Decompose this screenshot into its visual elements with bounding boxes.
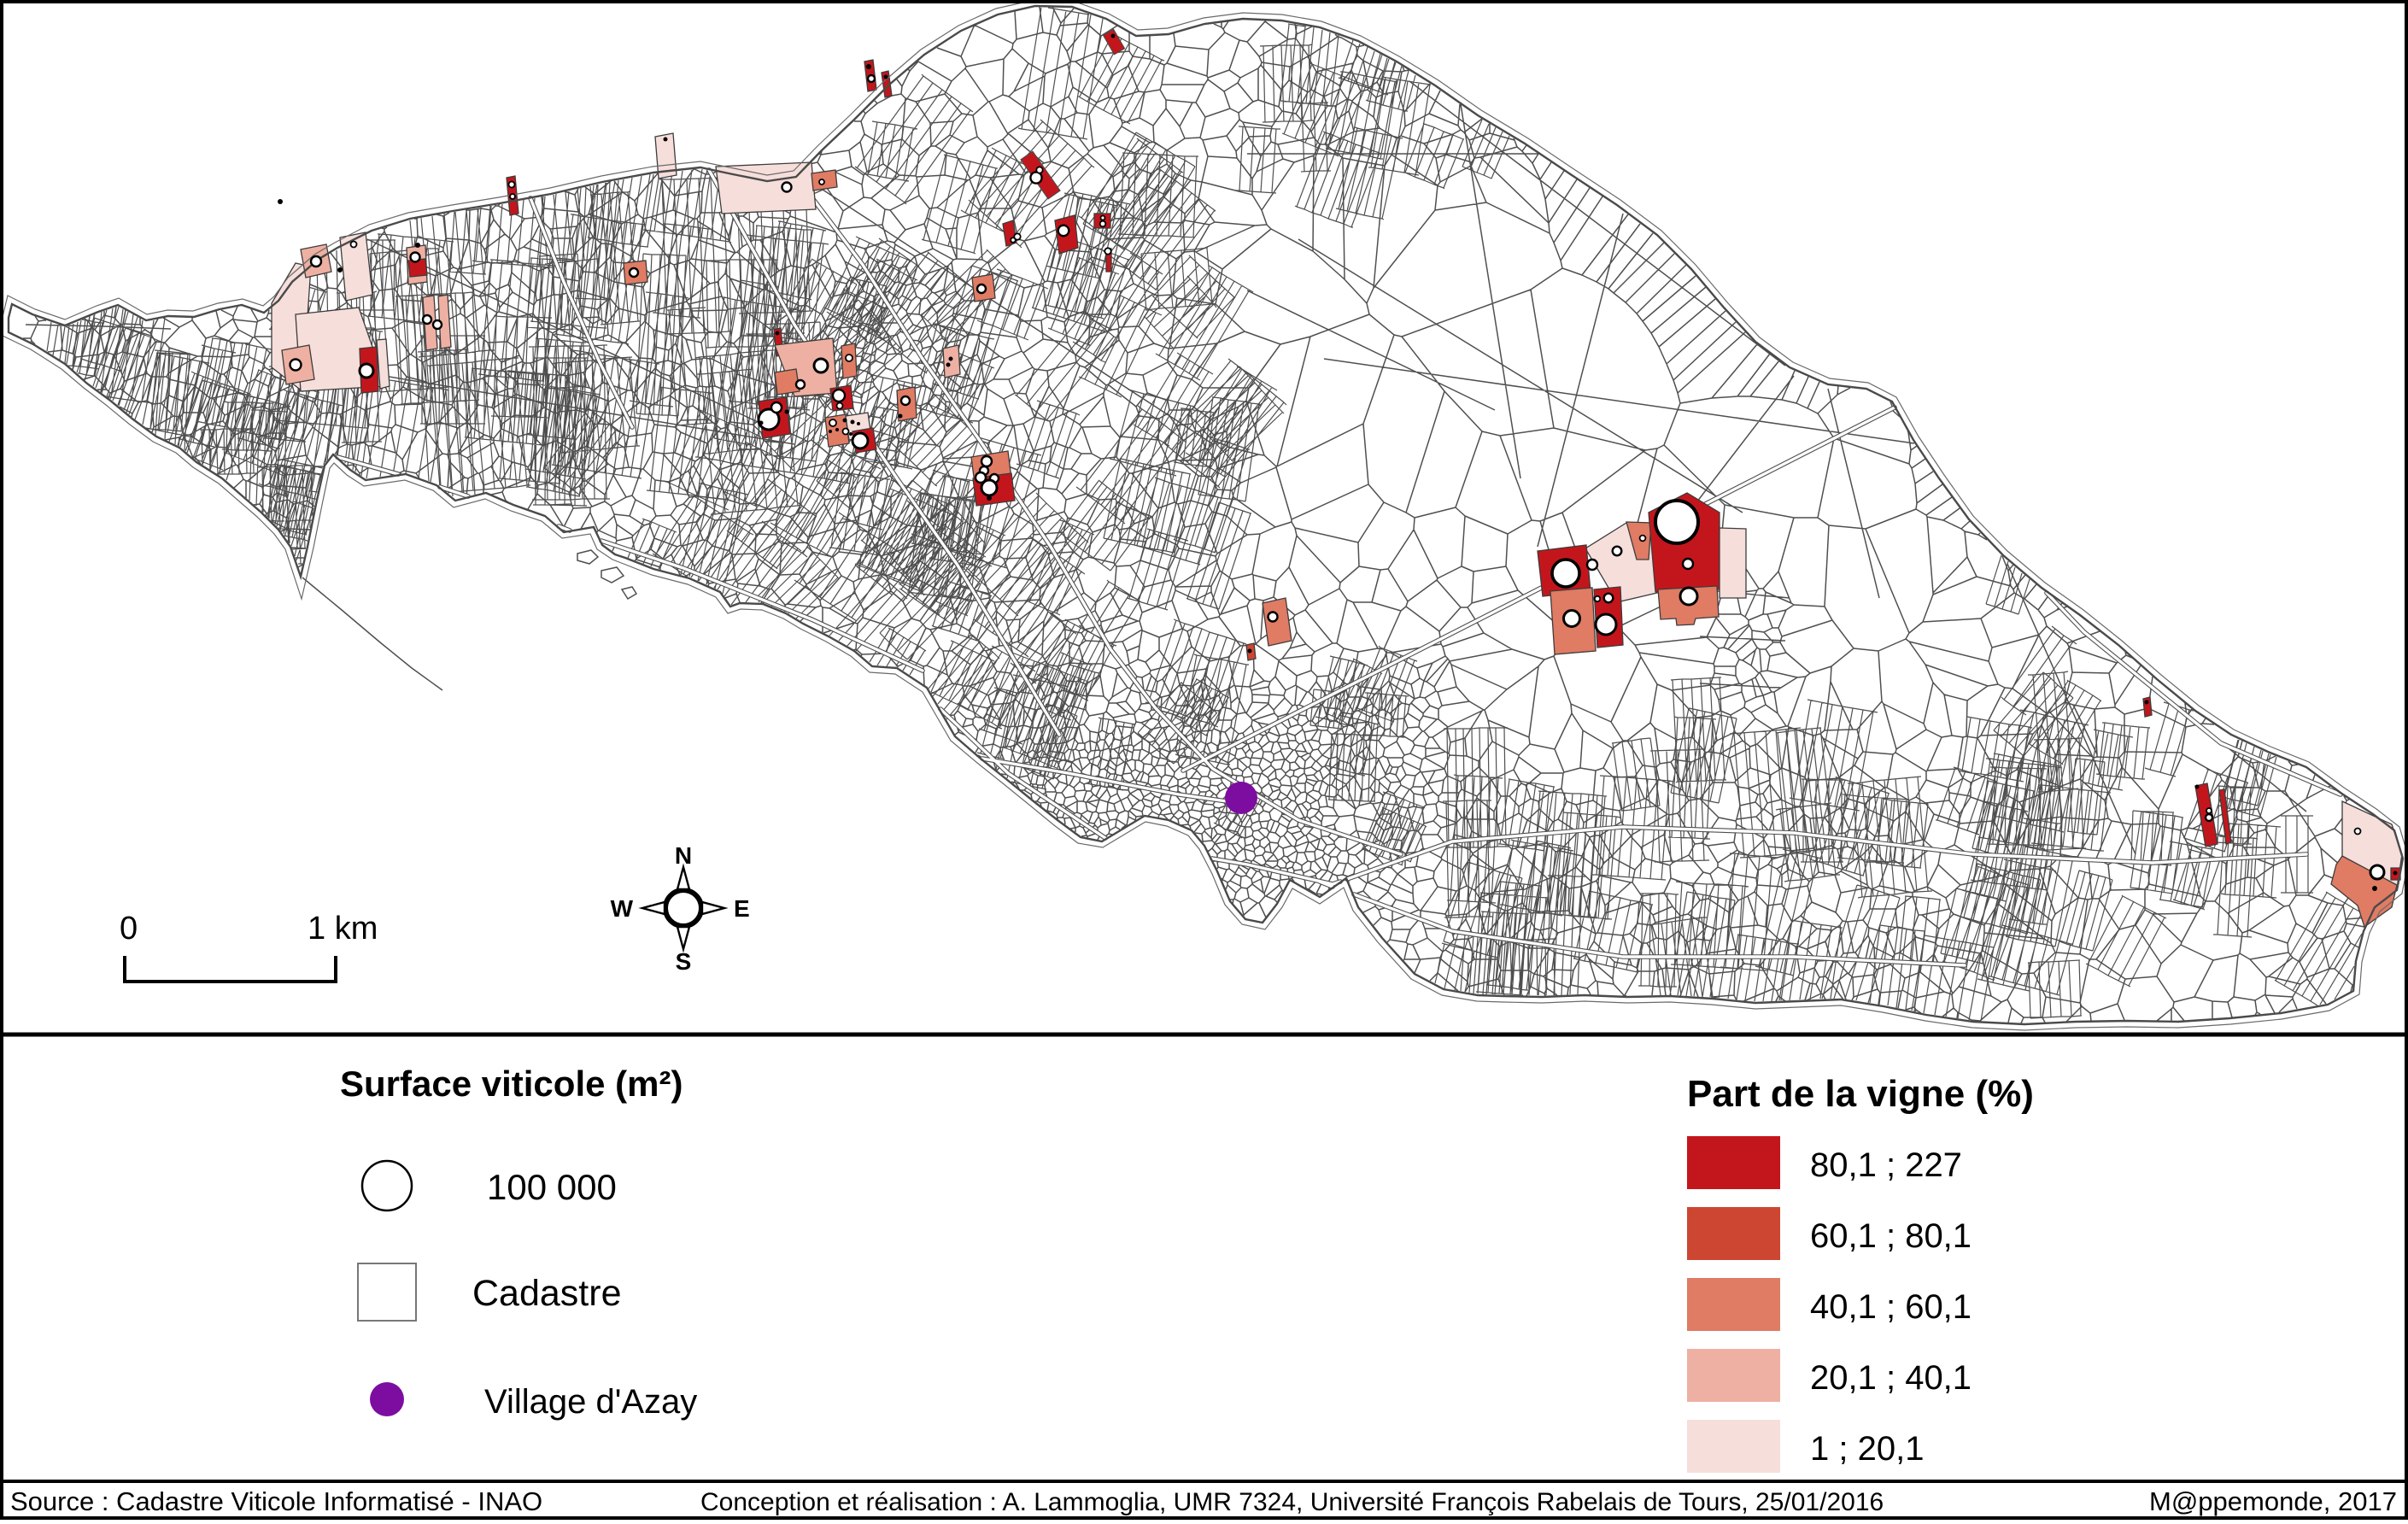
svg-text:Village d'Azay: Village d'Azay — [484, 1383, 697, 1421]
svg-text:1 ; 20,1: 1 ; 20,1 — [1810, 1430, 1924, 1468]
svg-text:Source : Cadastre Viticole Inf: Source : Cadastre Viticole Informatisé -… — [10, 1486, 542, 1516]
svg-text:60,1 ; 80,1: 60,1 ; 80,1 — [1810, 1217, 1972, 1255]
svg-text:S: S — [676, 948, 692, 975]
svg-text:Surface viticole (m²): Surface viticole (m²) — [340, 1064, 683, 1104]
svg-text:20,1 ; 40,1: 20,1 ; 40,1 — [1810, 1359, 1972, 1397]
svg-text:N: N — [675, 842, 692, 869]
svg-text:Conception et réalisation : A.: Conception et réalisation : A. Lammoglia… — [700, 1488, 1884, 1516]
svg-text:E: E — [734, 895, 750, 922]
svg-text:0: 0 — [120, 911, 138, 947]
svg-text:W: W — [611, 895, 634, 922]
svg-text:100 000: 100 000 — [487, 1167, 617, 1207]
svg-text:80,1 ; 227: 80,1 ; 227 — [1810, 1146, 1962, 1184]
svg-text:40,1 ; 60,1: 40,1 ; 60,1 — [1810, 1288, 1972, 1326]
svg-text:M@ppemonde, 2017: M@ppemonde, 2017 — [2149, 1486, 2397, 1516]
svg-text:Cadastre: Cadastre — [472, 1273, 621, 1314]
svg-text:1 km: 1 km — [308, 911, 378, 947]
svg-text:Part de la vigne (%): Part de la vigne (%) — [1687, 1073, 2034, 1115]
